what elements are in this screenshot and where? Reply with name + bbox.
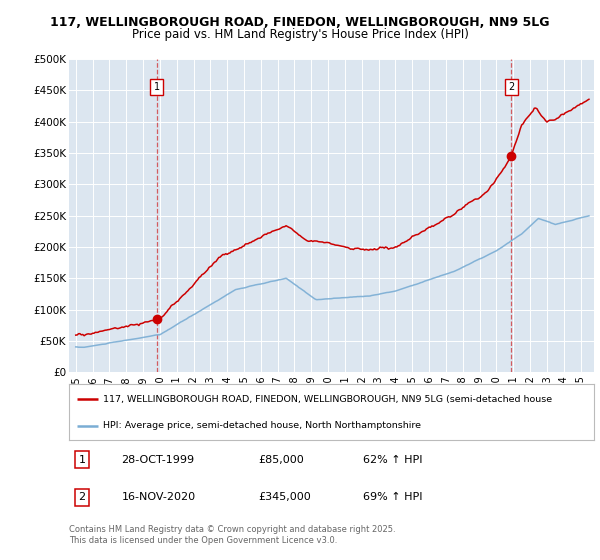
Text: 28-OCT-1999: 28-OCT-1999 [121, 455, 194, 465]
Text: HPI: Average price, semi-detached house, North Northamptonshire: HPI: Average price, semi-detached house,… [103, 421, 421, 430]
Text: £85,000: £85,000 [258, 455, 304, 465]
Text: 62% ↑ HPI: 62% ↑ HPI [363, 455, 422, 465]
Text: 2: 2 [79, 492, 86, 502]
Text: Contains HM Land Registry data © Crown copyright and database right 2025.
This d: Contains HM Land Registry data © Crown c… [69, 525, 395, 545]
Text: 2: 2 [508, 82, 514, 92]
Text: 69% ↑ HPI: 69% ↑ HPI [363, 492, 422, 502]
Text: 117, WELLINGBOROUGH ROAD, FINEDON, WELLINGBOROUGH, NN9 5LG: 117, WELLINGBOROUGH ROAD, FINEDON, WELLI… [50, 16, 550, 29]
Text: 1: 1 [79, 455, 86, 465]
Text: 16-NOV-2020: 16-NOV-2020 [121, 492, 196, 502]
Text: Price paid vs. HM Land Registry's House Price Index (HPI): Price paid vs. HM Land Registry's House … [131, 28, 469, 41]
Text: 117, WELLINGBOROUGH ROAD, FINEDON, WELLINGBOROUGH, NN9 5LG (semi-detached house: 117, WELLINGBOROUGH ROAD, FINEDON, WELLI… [103, 395, 552, 404]
Text: 1: 1 [154, 82, 160, 92]
Text: £345,000: £345,000 [258, 492, 311, 502]
